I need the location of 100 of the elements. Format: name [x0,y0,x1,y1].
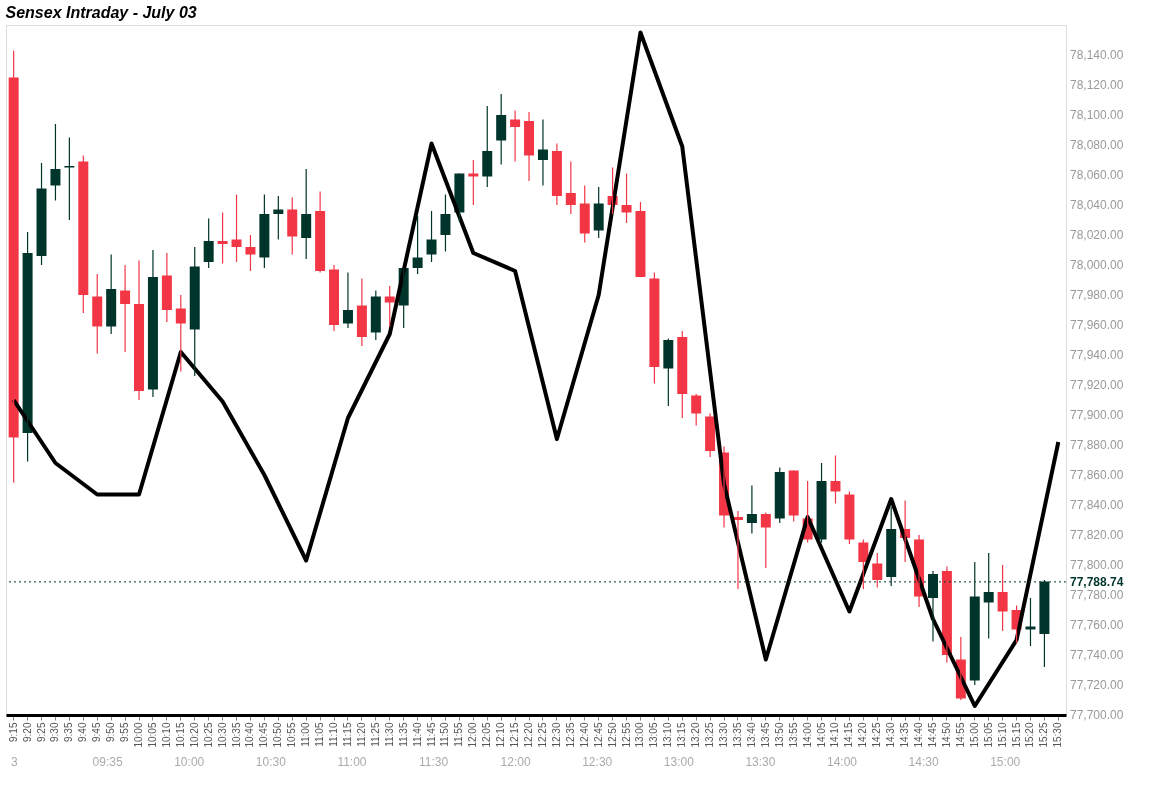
x-tick-label: 12:55 [620,722,632,748]
candlestick [760,511,771,569]
candlestick [440,193,451,253]
candlestick [844,490,855,545]
x-tick-label: 12:10 [495,722,507,748]
x-tick-label: 13:30 [718,722,730,748]
text: 12:30 [582,755,613,769]
x-tick-label: 12:50 [606,722,618,748]
x-tick-label: 14:05 [815,722,827,748]
x-tick-label: 11:20 [355,722,367,747]
candlestick [301,168,312,260]
x-tick-label: 14:15 [843,722,855,748]
x-tick-label: 10:40 [244,722,256,748]
ref-line-label: 77,788.74 [1070,574,1124,589]
x-tick-label: 14:45 [926,722,938,748]
candlestick [189,246,200,377]
x-tick-label: 10:15 [174,722,186,748]
y-tick-label: 78,020.00 [1070,228,1124,242]
x-tick-label: 10:30 [216,722,228,748]
x-tick-label: 10:50 [272,722,284,748]
x-tick-label: 12:05 [481,722,493,748]
text: 14:00 [827,755,858,769]
candlestick [788,469,799,523]
x-tick-label: 11:40 [411,722,423,747]
candlestick [830,454,841,505]
text: 10:30 [255,755,287,769]
candlestick [370,289,381,341]
x-tick-label: 14:25 [871,722,883,748]
y-tick-label: 77,860.00 [1070,468,1124,482]
x-tick-label: 9:20 [21,722,33,742]
x-tick-label: 15:00 [968,722,980,748]
candlestick [496,93,507,166]
y-tick-label: 78,060.00 [1070,168,1124,182]
x-tick-label: 14:30 [885,722,897,748]
x-tick-label: 10:05 [146,722,158,748]
x-tick-label: 11:10 [328,722,340,747]
text: 12:00 [500,755,531,769]
candlestick [468,159,479,206]
candlestick [245,234,256,272]
x-tick-label: 14:50 [940,722,952,748]
x-tick-label: 9:50 [105,722,117,742]
x-tick-label: 10:55 [286,722,298,748]
x-tick-label: 13:15 [676,722,688,748]
candlestick [64,136,75,221]
text: 09:35 [92,755,123,769]
y-tick-label: 78,040.00 [1070,198,1124,212]
y-tick-label: 78,000.00 [1070,258,1124,272]
y-tick-label: 77,780.00 [1070,588,1124,602]
candlestick [677,330,688,419]
x-tick-label: 12:15 [509,722,521,748]
candlestick [259,193,270,269]
x-tick-label: 12:00 [467,722,479,748]
candlestick [663,337,674,407]
x-tick-label: 14:55 [954,722,966,748]
x-tick-label: 15:20 [1024,722,1036,748]
x-tick-label: 10:00 [133,722,145,748]
chart-title: Sensex Intraday - July 03 [5,4,197,21]
y-tick-label: 77,960.00 [1070,318,1124,332]
y-tick-label: 77,820.00 [1070,528,1124,542]
text: 14:30 [908,755,939,769]
candlestick [635,201,646,278]
candlestick [78,154,89,314]
candlestick [217,211,228,265]
y-tick-label: 77,840.00 [1070,498,1124,512]
x-tick-label: 11:30 [383,722,395,747]
x-tick-label: 13:10 [662,722,674,748]
text: 3 [11,755,18,769]
candlestick [774,466,785,524]
x-tick-label: 14:35 [899,722,911,748]
line-series [11,30,1061,708]
x-tick-label: 15:10 [996,722,1008,748]
candlestick [482,105,493,188]
x-tick-label: 10:10 [160,722,172,748]
candlestick [593,186,604,239]
candlestick [579,184,590,244]
text: 13:30 [745,755,776,769]
candlestick [565,160,576,215]
text: 13:00 [663,755,695,769]
x-tick-label: 10:20 [188,722,200,748]
candlestick [106,253,117,335]
x-tick-label: 9:55 [119,722,131,742]
x-tick-label: 9:25 [35,722,47,742]
text: 11:30 [419,755,449,769]
x-tick-label: 9:30 [49,722,61,742]
candlestick [1025,597,1036,647]
x-tick-label: 11:45 [425,722,437,747]
x-tick-label: 13:05 [648,722,660,748]
candlestick [287,196,298,256]
x-tick-label: 11:50 [439,722,451,747]
y-tick-label: 77,760.00 [1070,618,1124,632]
y-tick-label: 77,900.00 [1070,408,1124,422]
candlestick [426,210,437,263]
y-tick-label: 77,940.00 [1070,348,1124,362]
text: 10:00 [174,755,205,769]
x-tick-label: 12:35 [564,722,576,748]
candlestick [691,393,702,427]
y-tick-label: 77,980.00 [1070,288,1124,302]
candlestick [621,172,632,224]
x-tick-label: 13:40 [745,722,757,748]
x-tick-label: 11:35 [397,722,409,747]
